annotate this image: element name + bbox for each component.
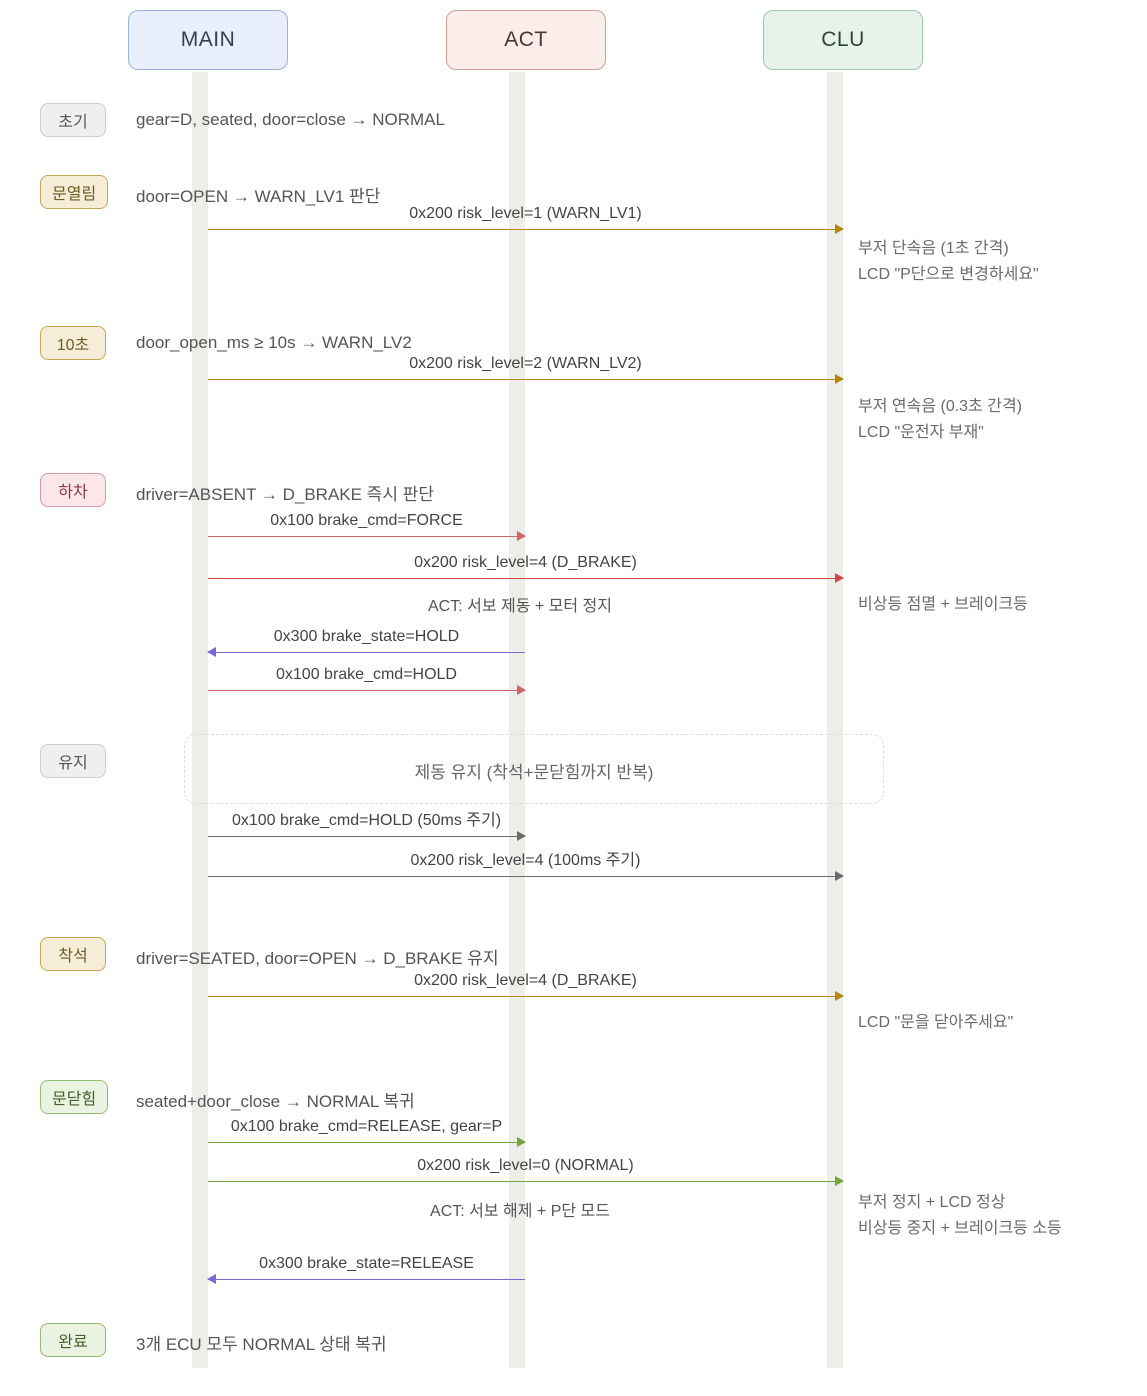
message-label: 0x100 brake_cmd=RELEASE, gear=P	[230, 1118, 503, 1135]
side-note-line: 부저 정지 + LCD 정상	[858, 1194, 1006, 1211]
arrowhead-icon	[517, 831, 526, 841]
side-note: 부저 연속음 (0.3초 간격) LCD "운전자 부재"	[858, 394, 1022, 446]
side-note: 부저 단속음 (1초 간격) LCD "P단으로 변경하세요"	[858, 236, 1039, 288]
inline-note: ACT: 서보 제동 + 모터 정지	[427, 598, 612, 615]
message-label: 0x200 risk_level=4 (D_BRAKE)	[414, 972, 637, 989]
lifeline-act	[509, 72, 525, 1368]
message-label: 0x300 brake_state=RELEASE	[259, 1255, 474, 1272]
message-line	[208, 1181, 843, 1182]
loop-frame	[184, 734, 884, 804]
message-label: 0x200 risk_level=1 (WARN_LV1)	[409, 205, 642, 222]
arrowhead-icon	[835, 871, 844, 881]
phase-badge[interactable]: 착석	[40, 937, 106, 971]
arrowhead-icon	[517, 531, 526, 541]
message-label: 0x200 risk_level=0 (NORMAL)	[417, 1157, 634, 1174]
phase-badge[interactable]: 하차	[40, 473, 106, 507]
side-note-line: LCD "문을 닫아주세요"	[858, 1014, 1014, 1031]
inline-note: ACT: 서보 해제 + P단 모드	[430, 1203, 610, 1220]
message-line	[208, 652, 525, 653]
message-line	[208, 578, 843, 579]
arrowhead-icon	[835, 991, 844, 1001]
arrowhead-icon	[835, 573, 844, 583]
phase-badge[interactable]: 유지	[40, 744, 106, 778]
arrowhead-icon	[835, 374, 844, 384]
side-note-line: 비상등 점멸 + 브레이크등	[858, 596, 1028, 613]
actor-label: ACT	[504, 28, 548, 51]
message-label: 0x100 brake_cmd=HOLD (50ms 주기)	[231, 812, 502, 829]
actor-box-act[interactable]: ACT	[446, 10, 606, 70]
phase-badge[interactable]: 10초	[40, 326, 106, 360]
message-line	[208, 229, 843, 230]
side-note: LCD "문을 닫아주세요"	[858, 1010, 1013, 1036]
side-note-line: LCD "P단으로 변경하세요"	[858, 266, 1039, 283]
arrowhead-icon	[835, 1176, 844, 1186]
phase-description: door=OPEN → WARN_LV1 판단	[136, 187, 381, 206]
message-label: 0x200 risk_level=4 (D_BRAKE)	[414, 554, 637, 571]
side-note-line: 부저 단속음 (1초 간격)	[858, 240, 1009, 257]
message-line	[208, 379, 843, 380]
phase-badge[interactable]: 문닫힘	[40, 1080, 109, 1114]
message-label: 0x200 risk_level=4 (100ms 주기)	[410, 852, 641, 869]
phase-description: driver=ABSENT → D_BRAKE 즉시 판단	[136, 485, 434, 504]
arrowhead-icon	[207, 647, 216, 657]
message-line	[208, 996, 843, 997]
arrowhead-icon	[517, 685, 526, 695]
message-line	[208, 1142, 525, 1143]
message-label: 0x300 brake_state=HOLD	[273, 628, 460, 645]
phase-badge[interactable]: 완료	[40, 1323, 106, 1357]
lifeline-main	[192, 72, 208, 1368]
message-label: 0x200 risk_level=2 (WARN_LV2)	[409, 355, 642, 372]
arrowhead-icon	[835, 224, 844, 234]
phase-badge[interactable]: 초기	[40, 103, 106, 137]
message-label: 0x100 brake_cmd=HOLD	[276, 666, 457, 683]
message-line	[208, 536, 525, 537]
actor-label: MAIN	[180, 28, 236, 51]
arrowhead-icon	[207, 1274, 216, 1284]
message-line	[208, 690, 525, 691]
message-line	[208, 876, 843, 877]
actor-box-clu[interactable]: CLU	[763, 10, 923, 70]
lifeline-clu	[827, 72, 843, 1368]
arrowhead-icon	[517, 1137, 526, 1147]
phase-description: 3개 ECU 모두 NORMAL 상태 복귀	[136, 1335, 387, 1354]
phase-description: door_open_ms ≥ 10s → WARN_LV2	[136, 333, 412, 352]
phase-description: gear=D, seated, door=close → NORMAL	[136, 110, 445, 129]
loop-label: 제동 유지 (착석+문닫힘까지 반복)	[414, 763, 654, 782]
side-note-line: LCD "운전자 부재"	[858, 424, 984, 441]
message-line	[208, 1279, 525, 1280]
side-note-line: 부저 연속음 (0.3초 간격)	[858, 398, 1022, 415]
side-note-line: 비상등 중지 + 브레이크등 소등	[858, 1220, 1062, 1237]
message-line	[208, 836, 525, 837]
phase-badge[interactable]: 문열림	[40, 175, 109, 209]
actor-label: CLU	[821, 28, 865, 51]
message-label: 0x100 brake_cmd=FORCE	[270, 512, 463, 529]
side-note: 비상등 점멸 + 브레이크등	[858, 592, 1028, 618]
actor-box-main[interactable]: MAIN	[128, 10, 288, 70]
phase-description: seated+door_close → NORMAL 복귀	[136, 1092, 415, 1111]
phase-description: driver=SEATED, door=OPEN → D_BRAKE 유지	[136, 949, 499, 968]
